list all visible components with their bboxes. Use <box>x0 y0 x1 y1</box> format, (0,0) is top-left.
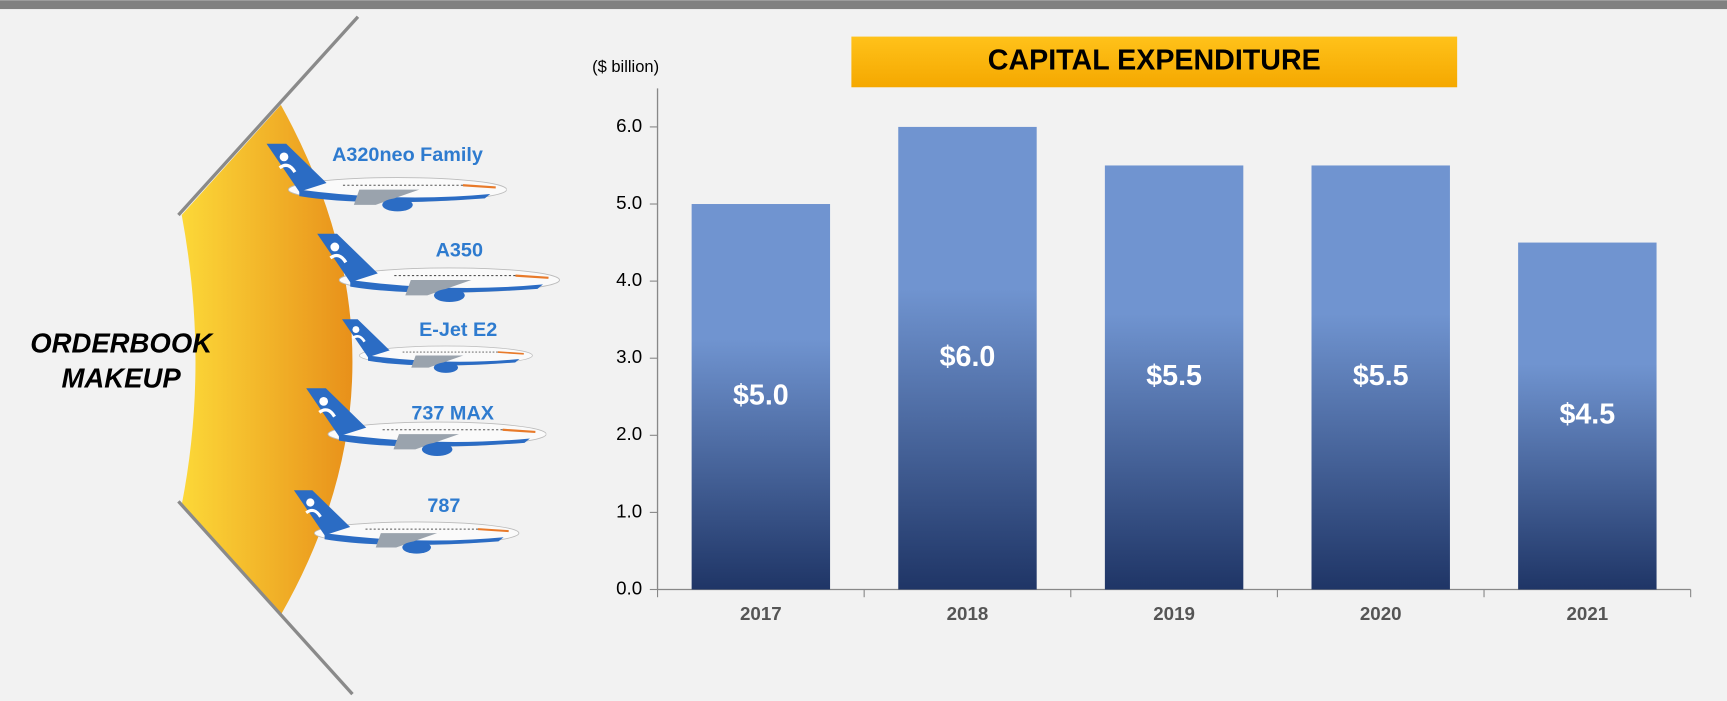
bar <box>898 126 1037 590</box>
y-tick-label: 3.0 <box>616 346 642 367</box>
orderbook-title: MAKEUP <box>62 363 182 394</box>
x-tick-label: 2017 <box>740 603 782 624</box>
aircraft-label: A320neo Family <box>332 144 483 166</box>
y-tick-label: 1.0 <box>616 500 642 521</box>
orderbook-diagram: A320neo Family A350 E-Jet E2 737 MAX 787… <box>30 15 562 696</box>
y-tick-label: 6.0 <box>616 115 642 136</box>
chevron-line <box>177 15 360 217</box>
crescent <box>181 104 353 615</box>
chevron-line <box>177 500 354 696</box>
y-tick-label: 4.0 <box>616 269 642 290</box>
x-tick-label: 2018 <box>947 603 989 624</box>
bar <box>1311 165 1450 590</box>
x-tick-label: 2019 <box>1153 603 1195 624</box>
orderbook-title: ORDERBOOK <box>30 327 214 358</box>
value-label: $5.5 <box>1353 360 1409 392</box>
bar <box>691 204 831 590</box>
value-label: $5.0 <box>733 379 789 411</box>
y-tick-label: 5.0 <box>616 192 642 213</box>
aircraft-label: 787 <box>427 495 460 517</box>
aircraft-label: E-Jet E2 <box>419 319 497 341</box>
top-border <box>0 0 1727 10</box>
x-tick-label: 2020 <box>1360 603 1402 624</box>
x-tick-label: 2021 <box>1567 603 1609 624</box>
title-banner <box>851 36 1458 88</box>
bar <box>1518 242 1657 590</box>
chart-title: CAPITAL EXPENDITURE <box>988 44 1321 76</box>
bar <box>1104 165 1244 590</box>
aircraft-label: A350 <box>436 240 483 262</box>
aircraft-label: 737 MAX <box>411 403 494 425</box>
y-axis-label: ($ billion) <box>592 57 659 76</box>
value-label: $4.5 <box>1559 399 1615 431</box>
plot: 0.0 1.0 2.0 3.0 4.0 5.0 6.0 2017 $5.0 2018 $6.0 201… <box>616 88 1692 624</box>
y-tick-label: 2.0 <box>616 423 642 444</box>
value-label: $5.5 <box>1146 360 1202 392</box>
y-tick-label: 0.0 <box>616 577 642 598</box>
value-label: $6.0 <box>940 341 996 373</box>
